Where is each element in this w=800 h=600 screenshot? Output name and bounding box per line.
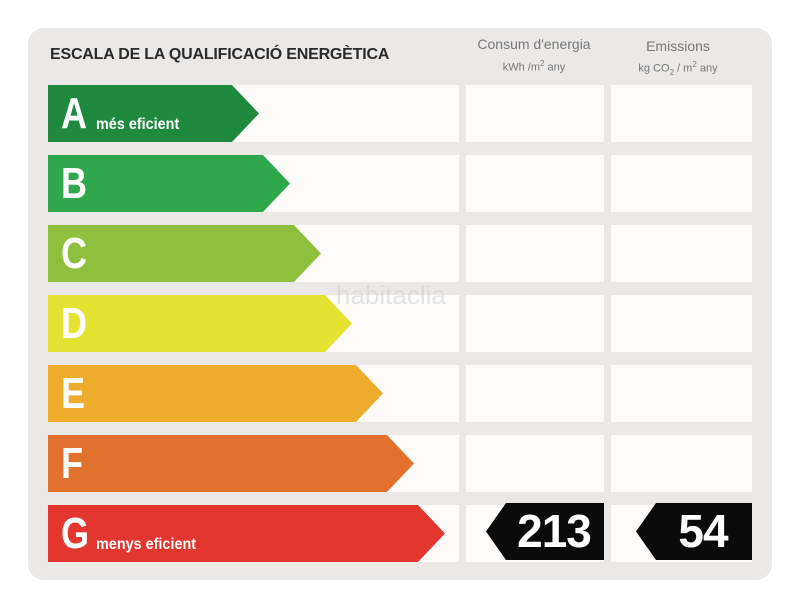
energy-class-arrow-c: [48, 225, 321, 282]
consumption-value-badge: 213: [486, 503, 604, 560]
consumption-cell-e: [466, 365, 604, 422]
energy-class-letter: F: [61, 439, 84, 488]
energy-class-arrow-f: [48, 435, 414, 492]
emissions-value: 54: [678, 505, 728, 557]
emissions-cell-c: [611, 225, 752, 282]
emissions-column-header: Emissions kg CO2 / m2 any: [610, 38, 746, 80]
energy-class-arrow-a: [48, 85, 259, 142]
energy-class-label: menys eficient: [96, 536, 197, 553]
energy-class-arrow-e: [48, 365, 383, 422]
emissions-value-badge: 54: [636, 503, 752, 560]
energy-class-row-c: C: [48, 225, 459, 282]
emissions-cell-d: [611, 295, 752, 352]
energy-class-letter: E: [61, 369, 86, 418]
energy-class-arrow-d: [48, 295, 352, 352]
emissions-column-unit: kg CO2 / m2 any: [638, 60, 718, 77]
emissions-cell-a: [611, 85, 752, 142]
consumption-cell-a: [466, 85, 604, 142]
energy-class-letter: A: [61, 89, 88, 138]
energy-class-arrow-g: [48, 505, 445, 562]
badge-arrow-shape: [486, 503, 604, 560]
energy-class-arrow-b: [48, 155, 290, 212]
consumption-column-header: Consum d'energia kWh /m2 any: [466, 36, 602, 75]
badge-arrow-shape: [636, 503, 752, 560]
energy-class-row-f: F: [48, 435, 459, 492]
energy-class-letter: G: [61, 509, 90, 558]
consumption-cell-b: [466, 155, 604, 212]
energy-class-row-b: B: [48, 155, 459, 212]
energy-class-letter: D: [61, 299, 88, 348]
energy-class-letter: C: [61, 229, 88, 278]
consumption-cell-f: [466, 435, 604, 492]
energy-class-label: més eficient: [96, 116, 180, 133]
consumption-cell-c: [466, 225, 604, 282]
watermark: habitaclia: [336, 280, 446, 310]
emissions-cell-e: [611, 365, 752, 422]
emissions-column-title: Emissions: [646, 38, 710, 54]
consumption-column-unit: kWh /m2 any: [502, 59, 566, 74]
emissions-cell-b: [611, 155, 752, 212]
consumption-cell-d: [466, 295, 604, 352]
label-title: ESCALA DE LA QUALIFICACIÓ ENERGÈTICA: [50, 46, 390, 63]
energy-class-letter: B: [61, 159, 88, 208]
consumption-value: 213: [517, 505, 592, 557]
emissions-cell-f: [611, 435, 752, 492]
consumption-column-title: Consum d'energia: [477, 36, 591, 52]
energy-class-row-e: E: [48, 365, 459, 422]
energy-class-row-d: D: [48, 295, 459, 352]
